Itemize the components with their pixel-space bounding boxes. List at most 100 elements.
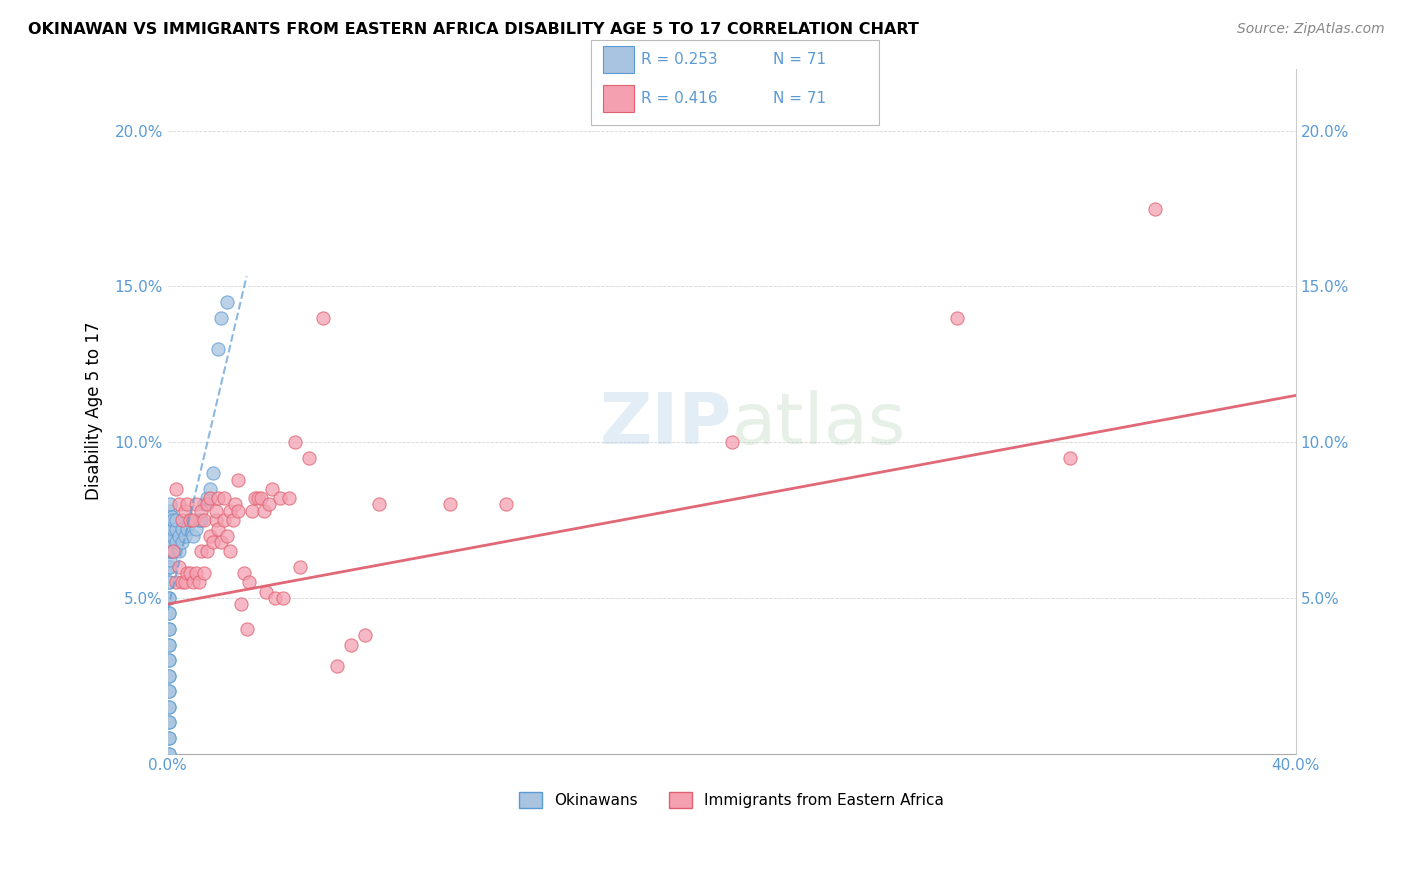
- Point: [207, 342, 229, 356]
- Point: [176, 522, 198, 536]
- Point: [243, 491, 266, 506]
- Point: [179, 513, 201, 527]
- Point: [162, 522, 184, 536]
- Point: [157, 513, 180, 527]
- Point: [232, 566, 254, 580]
- Point: [218, 544, 240, 558]
- Point: [495, 497, 517, 511]
- Point: [167, 497, 190, 511]
- Point: [157, 528, 180, 542]
- Point: [157, 653, 180, 667]
- Point: [246, 491, 269, 506]
- Point: [173, 528, 195, 542]
- Point: [263, 591, 285, 605]
- Point: [193, 497, 215, 511]
- Text: Source: ZipAtlas.com: Source: ZipAtlas.com: [1237, 22, 1385, 37]
- Point: [224, 497, 246, 511]
- Point: [184, 497, 207, 511]
- Text: R = 0.253: R = 0.253: [641, 53, 717, 67]
- Point: [252, 503, 274, 517]
- Point: [184, 522, 207, 536]
- Point: [165, 522, 187, 536]
- Point: [157, 591, 180, 605]
- Point: [159, 553, 181, 567]
- Point: [157, 715, 180, 730]
- Point: [159, 534, 181, 549]
- Point: [157, 699, 180, 714]
- Point: [157, 684, 180, 698]
- Point: [193, 566, 215, 580]
- Point: [190, 503, 212, 517]
- Text: OKINAWAN VS IMMIGRANTS FROM EASTERN AFRICA DISABILITY AGE 5 TO 17 CORRELATION CH: OKINAWAN VS IMMIGRANTS FROM EASTERN AFRI…: [28, 22, 920, 37]
- Point: [165, 482, 187, 496]
- Point: [157, 544, 180, 558]
- Point: [157, 653, 180, 667]
- Point: [162, 528, 184, 542]
- Point: [218, 503, 240, 517]
- Point: [157, 699, 180, 714]
- Point: [160, 509, 183, 524]
- Point: [181, 528, 204, 542]
- Point: [1143, 202, 1166, 216]
- Point: [159, 522, 181, 536]
- Point: [195, 491, 218, 506]
- Point: [159, 522, 181, 536]
- Point: [173, 575, 195, 590]
- Point: [157, 622, 180, 636]
- Point: [167, 544, 190, 558]
- Point: [368, 497, 391, 511]
- Point: [160, 534, 183, 549]
- Point: [165, 575, 187, 590]
- Point: [157, 559, 180, 574]
- Y-axis label: Disability Age 5 to 17: Disability Age 5 to 17: [86, 322, 103, 500]
- Point: [157, 684, 180, 698]
- Point: [204, 503, 226, 517]
- Point: [198, 482, 221, 496]
- Point: [187, 575, 209, 590]
- Point: [229, 597, 252, 611]
- Point: [260, 482, 283, 496]
- Point: [167, 559, 190, 574]
- Point: [226, 503, 249, 517]
- Legend: Okinawans, Immigrants from Eastern Africa: Okinawans, Immigrants from Eastern Afric…: [513, 786, 950, 814]
- Point: [271, 591, 294, 605]
- Text: R = 0.416: R = 0.416: [641, 91, 717, 105]
- Point: [240, 503, 263, 517]
- Point: [157, 668, 180, 682]
- Point: [170, 534, 193, 549]
- Point: [215, 528, 238, 542]
- Point: [160, 522, 183, 536]
- Point: [187, 513, 209, 527]
- Text: N = 71: N = 71: [773, 53, 827, 67]
- Point: [249, 491, 271, 506]
- Point: [157, 544, 180, 558]
- Point: [201, 534, 224, 549]
- Point: [157, 638, 180, 652]
- Point: [257, 497, 280, 511]
- Point: [157, 731, 180, 745]
- Point: [157, 575, 180, 590]
- Point: [159, 544, 181, 558]
- Point: [1059, 450, 1081, 465]
- Point: [221, 513, 243, 527]
- Point: [170, 522, 193, 536]
- Point: [179, 513, 201, 527]
- Point: [159, 528, 181, 542]
- Point: [162, 513, 184, 527]
- Point: [181, 513, 204, 527]
- Point: [288, 559, 311, 574]
- Point: [181, 575, 204, 590]
- Point: [159, 544, 181, 558]
- Point: [157, 638, 180, 652]
- Point: [195, 544, 218, 558]
- Point: [165, 534, 187, 549]
- Point: [326, 659, 349, 673]
- Point: [159, 528, 181, 542]
- Point: [162, 544, 184, 558]
- Point: [312, 310, 335, 325]
- Point: [157, 607, 180, 621]
- Point: [190, 513, 212, 527]
- Point: [215, 295, 238, 310]
- Text: N = 71: N = 71: [773, 91, 827, 105]
- Point: [254, 584, 277, 599]
